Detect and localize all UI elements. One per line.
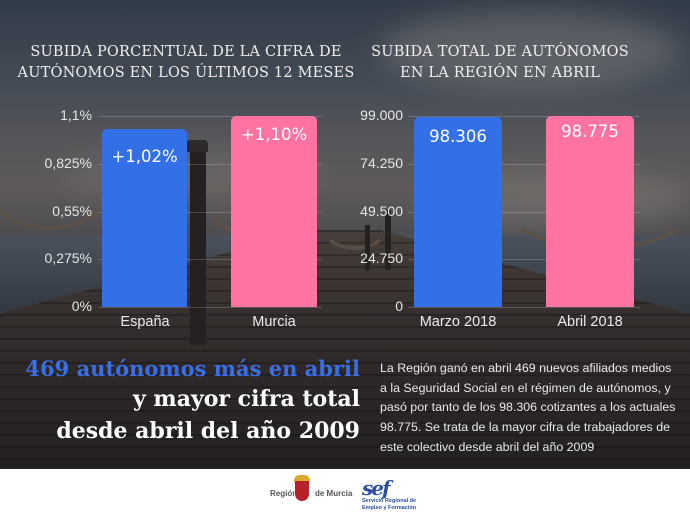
x-category-label: España (120, 314, 170, 330)
rope (320, 200, 390, 250)
description-paragraph: La Región ganó en abril 469 nuevos afili… (380, 361, 676, 454)
left-chart-title-line1: SUBIDA PORCENTUAL DE LA CIFRA DE (30, 44, 342, 60)
rope (205, 160, 255, 230)
region-logo-text-left: Región (270, 489, 298, 498)
lamp-icon (186, 140, 208, 152)
bar-value-label: +1,10% (240, 125, 308, 144)
y-tick-label: 1,1% (60, 107, 92, 123)
x-category-label: Marzo 2018 (419, 314, 497, 330)
sef-logo-subtitle: Servicio Regional de Empleo y Formación (362, 498, 416, 511)
left-chart-title-line2: AUTÓNOMOS EN LOS ÚLTIMOS 12 MESES (17, 65, 355, 81)
region-logo-text-right: de Murcia (315, 489, 353, 498)
gridline (408, 164, 640, 165)
right-chart-title-line1: SUBIDA TOTAL DE AUTÓNOMOS (371, 44, 629, 60)
y-tick-label: 24.750 (360, 250, 403, 266)
sef-subtitle-line2: Empleo y Formación (362, 504, 417, 511)
right-chart-title: SUBIDA TOTAL DE AUTÓNOMOS EN LA REGIÓN E… (345, 42, 655, 84)
x-category-label: Murcia (252, 314, 296, 330)
gridline (98, 259, 322, 260)
baseline (98, 307, 322, 308)
y-tick-label: 74.250 (360, 155, 403, 171)
bar-value-label: 98.775 (561, 122, 619, 141)
crown-icon (294, 475, 310, 482)
baseline (408, 307, 640, 308)
x-category-label: Abril 2018 (557, 314, 623, 330)
lamp-post (190, 150, 206, 345)
gridline (408, 259, 640, 260)
bar-marzo-2018: 98.306 (414, 117, 502, 307)
bar-value-label: +1,02% (111, 147, 178, 166)
left-chart-title: SUBIDA PORCENTUAL DE LA CIFRA DE AUTÓNOM… (0, 42, 372, 84)
gridline (98, 164, 322, 165)
cloud-decoration (380, 10, 680, 90)
y-tick-label: 0,55% (52, 203, 92, 219)
bar-espana: +1,02% (102, 129, 187, 307)
gridline (408, 116, 640, 117)
headline-line2: y mayor cifra total (132, 386, 360, 412)
gridline (98, 116, 322, 117)
region-murcia-shield-icon (295, 481, 309, 501)
footer-logos: Región de Murcia (0, 469, 690, 518)
sef-logo-icon: sef (362, 476, 391, 500)
headline-line3: desde abril del año 2009 (56, 418, 360, 444)
y-tick-label: 99.000 (360, 107, 403, 123)
rope (0, 120, 120, 230)
pier-post (385, 210, 391, 270)
sef-subtitle-line1: Servicio Regional de (362, 498, 417, 504)
gridline (408, 212, 640, 213)
y-tick-label: 0 (395, 298, 403, 314)
y-tick-label: 49.500 (360, 203, 403, 219)
bar-murcia: +1,10% (231, 116, 317, 307)
y-tick-label: 0,275% (44, 250, 92, 266)
gridline (98, 212, 322, 213)
y-tick-label: 0,825% (44, 155, 92, 171)
headline-line1: 469 autónomos más en abril (25, 356, 360, 381)
bar-abril-2018: 98.775 (546, 116, 634, 307)
y-tick-label: 0% (71, 298, 92, 314)
bar-value-label: 98.306 (429, 127, 487, 146)
pier-post (365, 225, 370, 270)
right-chart-title-line2: EN LA REGIÓN EN ABRIL (399, 65, 601, 81)
